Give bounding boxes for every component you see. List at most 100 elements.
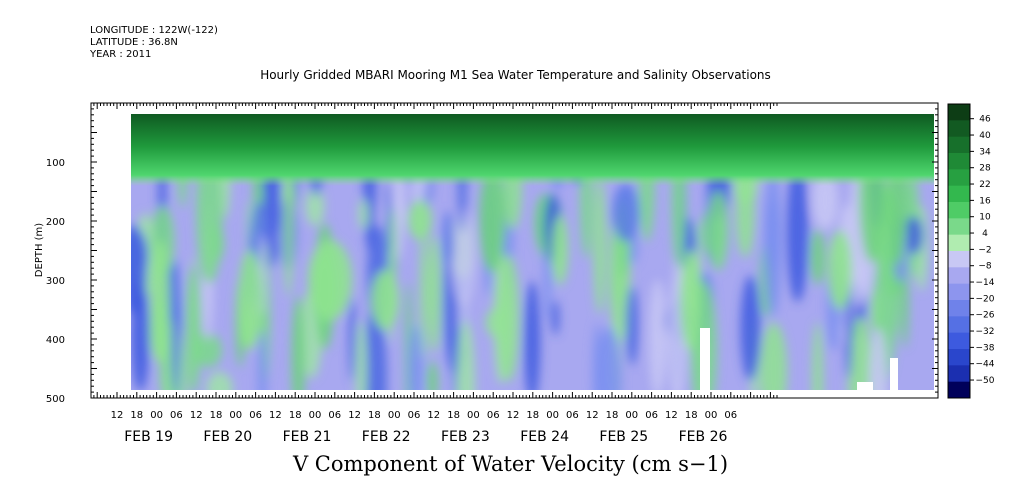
heatmap-cell [257,330,267,390]
heatmap-cell [371,270,399,330]
heatmap-cell [479,165,506,273]
colorbar-label: −32 [976,327,995,337]
y-axis-label: DEPTH (m) [34,223,45,277]
colorbar-swatch [948,267,970,285]
colorbar-label: −50 [976,376,995,386]
heatmap-cell [355,320,368,390]
heatmap-cell [206,371,233,390]
latitude-label: LATITUDE : 36.8N [90,37,178,48]
x-hour-label: 00 [467,410,480,421]
x-date-label: FEB 21 [283,429,332,445]
heatmap-cell [593,176,606,315]
x-hour-label: 12 [586,410,599,421]
heatmap-cell [427,361,438,390]
colorbar-label: 16 [979,196,991,206]
colorbar-swatch [948,169,970,187]
x-date-label: FEB 20 [203,429,252,445]
colorbar-swatch [948,349,970,366]
colorbar-label: −14 [976,278,995,288]
x-hour-label: 18 [289,410,302,421]
x-hour-label: 12 [111,410,124,421]
longitude-label: LONGITUDE : 122W(-122) [90,25,218,36]
x-hour-label: 06 [487,410,500,421]
heatmap-cell [349,297,356,382]
colorbar-label: −38 [976,343,995,353]
x-date-label: FEB 22 [362,429,411,445]
heatmap-cell [284,164,293,297]
colorbar-label: 4 [982,229,988,239]
heatmap-cell [456,320,475,390]
x-hour-label: 06 [249,410,262,421]
colorbar-label: −8 [978,262,992,272]
heatmap-cell [648,279,667,390]
heatmap-cell [828,230,852,310]
heatmap-cell [170,258,181,390]
colorbar-swatch [948,332,970,350]
heatmap-cell [524,281,541,390]
colorbar-swatch [948,234,970,252]
x-hour-label: 00 [150,410,163,421]
heatmap-cell [766,200,778,270]
heatmap-cell [625,286,639,366]
heatmap-cell [131,228,149,284]
heatmap-cell [810,229,825,285]
heatmap-cell [131,279,150,390]
x-hour-label: 12 [190,410,203,421]
x-hour-label: 12 [427,410,440,421]
colorbar: 46 40 34 28 22 16 10 4 −2 −8 −14 −20 −26 −32 −38 −44 −50 [947,103,995,399]
x-hour-label: 18 [606,410,619,421]
colorbar-label: 10 [979,213,991,223]
heatmap-cell [185,266,201,390]
heatmap-cell [740,275,761,382]
colorbar-swatch [948,136,970,154]
x-hour-label: 06 [328,410,341,421]
heatmap-cell [552,215,568,285]
colorbar-swatch [948,381,970,399]
heatmap-cell [812,322,823,390]
x-date-label: FEB 24 [520,429,569,445]
heatmap-cell [735,165,755,258]
heatmap-cell [612,183,640,242]
heatmap-cell [869,328,888,390]
x-hour-label: 00 [229,410,242,421]
colorbar-swatch [948,104,970,121]
x-hour-label: 06 [645,410,658,421]
missing-data-gap [857,382,873,390]
heatmap-cell [497,254,520,382]
colorbar-swatch [948,300,970,317]
y-tick-label: 200 [46,217,65,228]
x-hour-label: 00 [546,410,559,421]
colorbar-swatch [948,316,970,334]
y-axis: 100 200 300 400 500 [46,102,938,405]
heatmap-cell [592,322,603,390]
colorbar-label: 40 [979,131,991,141]
colorbar-label: 46 [979,115,991,125]
x-hour-label: 06 [566,410,579,421]
heatmap-cell [442,211,455,271]
missing-data-gap [700,328,710,390]
y-tick-label: 400 [46,335,65,346]
heatmap-cell [408,200,432,240]
colorbar-swatch [948,218,970,236]
colorbar-label: −2 [978,245,991,255]
heatmap-cell [707,190,729,271]
x-hour-label: 18 [130,410,143,421]
heatmap-cell [195,333,223,368]
heatmap-cell [786,161,809,303]
colorbar-swatch [948,202,970,219]
x-hour-label: 12 [269,410,282,421]
heatmap-cell [905,215,924,255]
heatmap-cell [451,207,476,306]
heatmap-surface-layer [131,114,934,186]
x-hour-label: 12 [507,410,520,421]
x-hour-label: 18 [210,410,223,421]
heatmap-cell [358,198,369,230]
x-hour-label: 12 [665,410,678,421]
heatmap-cell [847,316,873,390]
colorbar-swatch [948,251,970,268]
heatmap-cell [597,326,622,390]
x-hour-label: 06 [408,410,421,421]
x-date-label: FEB 23 [441,429,490,445]
heatmap-cell [845,278,853,380]
